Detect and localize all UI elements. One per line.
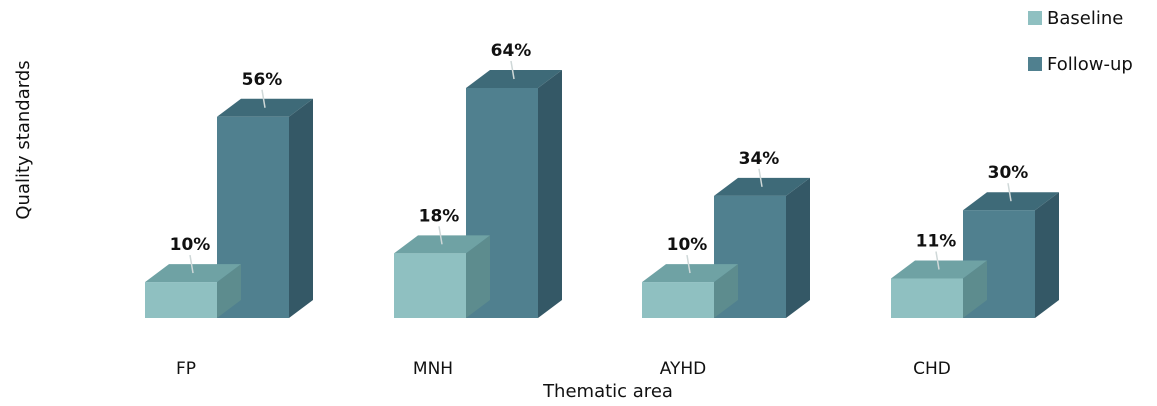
legend: Baseline Follow-up xyxy=(1028,8,1133,75)
bar-side-baseline-fp xyxy=(217,264,241,318)
bars-layer xyxy=(145,70,1059,318)
bar-side-followup-ayhd xyxy=(786,177,810,318)
value-label-baseline-fp: 10% xyxy=(170,235,211,255)
bar-side-followup-mnh xyxy=(538,70,562,318)
leader-line-baseline-mnh xyxy=(438,226,443,245)
tick-label-chd: CHD xyxy=(913,359,951,379)
value-label-followup-fp: 56% xyxy=(242,70,283,90)
tick-label-fp: FP xyxy=(176,359,196,379)
legend-label-followup: Follow-up xyxy=(1047,54,1133,75)
bar-followup-ayhd xyxy=(714,177,810,318)
value-label-baseline-chd: 11% xyxy=(916,231,957,251)
bar-front-baseline-chd xyxy=(891,278,963,318)
leader-line-followup-ayhd xyxy=(758,168,763,187)
x-axis-label: Thematic area xyxy=(542,381,673,402)
leader-line-baseline-fp xyxy=(189,254,194,274)
bar-front-baseline-fp xyxy=(145,282,217,318)
tick-labels-layer: FP MNH AYHD CHD xyxy=(176,359,951,379)
bar-side-baseline-ayhd xyxy=(714,264,738,318)
bar-side-baseline-chd xyxy=(963,260,987,318)
leader-line-baseline-chd xyxy=(935,251,940,270)
leader-line-followup-fp xyxy=(261,89,266,108)
value-label-baseline-ayhd: 10% xyxy=(667,235,708,255)
y-axis-label: Quality standards xyxy=(13,60,34,219)
value-label-baseline-mnh: 18% xyxy=(419,206,460,226)
value-label-followup-mnh: 64% xyxy=(491,41,532,61)
bar-side-followup-fp xyxy=(289,98,313,318)
tick-label-ayhd: AYHD xyxy=(660,359,707,379)
bar-front-baseline-ayhd xyxy=(642,282,714,318)
bar-side-baseline-mnh xyxy=(466,235,490,318)
bar-front-baseline-mnh xyxy=(394,253,466,318)
bar-baseline-ayhd xyxy=(642,264,738,318)
legend-swatch-baseline xyxy=(1028,11,1042,25)
value-labels-layer: 56% 10% 64% 18% 34% 10% 30% 11% xyxy=(170,41,1029,274)
bar-baseline-fp xyxy=(145,264,241,318)
value-label-followup-chd: 30% xyxy=(988,163,1029,183)
bar-side-followup-chd xyxy=(1035,192,1059,318)
bar-baseline-chd xyxy=(891,260,987,318)
tick-label-mnh: MNH xyxy=(413,359,453,379)
leader-line-followup-mnh xyxy=(510,60,515,80)
legend-label-baseline: Baseline xyxy=(1047,8,1123,29)
leader-line-baseline-ayhd xyxy=(686,254,691,274)
legend-swatch-followup xyxy=(1028,57,1042,71)
bar-baseline-mnh xyxy=(394,235,490,318)
value-label-followup-ayhd: 34% xyxy=(739,149,780,169)
leader-line-followup-chd xyxy=(1007,183,1012,202)
